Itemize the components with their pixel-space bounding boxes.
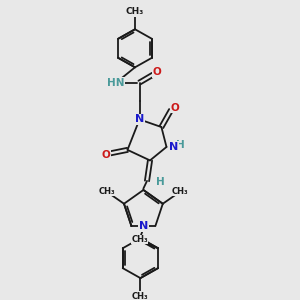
Text: H: H <box>156 177 165 188</box>
Text: CH₃: CH₃ <box>131 235 148 244</box>
Text: CH₃: CH₃ <box>132 292 149 300</box>
Text: O: O <box>152 67 161 77</box>
Text: HN: HN <box>107 77 124 88</box>
Text: CH₃: CH₃ <box>171 187 188 196</box>
Text: N: N <box>135 114 144 124</box>
Text: CH₃: CH₃ <box>126 7 144 16</box>
Text: CH₃: CH₃ <box>99 187 116 196</box>
Text: H: H <box>176 140 184 151</box>
Text: N: N <box>169 142 178 152</box>
Text: O: O <box>101 150 110 160</box>
Text: N: N <box>139 221 148 231</box>
Text: O: O <box>170 103 179 113</box>
